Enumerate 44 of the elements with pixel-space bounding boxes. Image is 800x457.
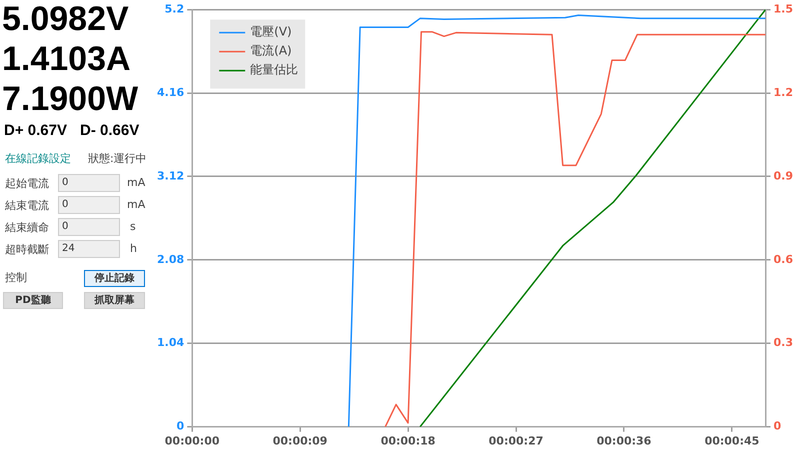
text-field: 0 <box>58 196 120 214</box>
y2-tick-label: 1.5 <box>774 2 794 16</box>
y2-tick-label: 0.3 <box>774 336 794 350</box>
text: 5.0982V <box>2 0 129 39</box>
x-tick-label: 00:00:00 <box>164 434 220 448</box>
legend-label: 電流(A) <box>250 44 292 58</box>
text-field: 0 <box>58 174 120 192</box>
text: 狀態:運行中 <box>88 151 147 166</box>
text: mA <box>127 198 146 211</box>
text: 控制 <box>5 270 27 285</box>
text: 超時截斷 <box>5 242 49 257</box>
text: 起始電流 <box>5 176 49 191</box>
y-tick-label: 4.16 <box>157 86 184 99</box>
text: 1.4103A <box>2 40 131 79</box>
legend-label: 能量估比 <box>250 62 298 77</box>
text: 在線記錄設定 <box>5 151 71 166</box>
text: D+ 0.67V <box>4 122 67 139</box>
legend-label: 電壓(V) <box>250 24 292 39</box>
x-tick-label: 00:00:36 <box>596 434 652 448</box>
y-tick-label: 2.08 <box>157 252 184 266</box>
y2-tick-label: 1.2 <box>774 86 794 99</box>
button: PD監聽 <box>3 292 63 309</box>
y2-tick-label: 0.6 <box>774 252 794 266</box>
button: 抓取屏幕 <box>84 292 145 309</box>
text: 7.1900W <box>2 80 138 119</box>
text: 結束續命 <box>5 220 49 235</box>
text: mA <box>127 176 146 189</box>
x-tick-label: 00:00:27 <box>488 434 544 448</box>
text: D- 0.66V <box>80 122 140 139</box>
y2-tick-label: 0.9 <box>774 169 794 182</box>
text-field: 0 <box>58 218 120 236</box>
x-tick-label: 00:00:45 <box>704 434 760 448</box>
y-tick-label: 5.2 <box>164 2 184 16</box>
text-field: 24 <box>58 240 120 258</box>
text: h <box>130 242 137 255</box>
text: 結束電流 <box>5 198 49 213</box>
x-tick-label: 00:00:09 <box>272 434 328 448</box>
y-tick-label: 0 <box>176 420 184 433</box>
x-tick-label: 00:00:18 <box>380 434 436 448</box>
y-tick-label: 3.12 <box>157 169 184 182</box>
button: 停止記錄 <box>84 270 145 287</box>
text: s <box>130 220 136 233</box>
y-tick-label: 1.04 <box>157 336 184 350</box>
y2-tick-label: 0 <box>774 420 782 433</box>
